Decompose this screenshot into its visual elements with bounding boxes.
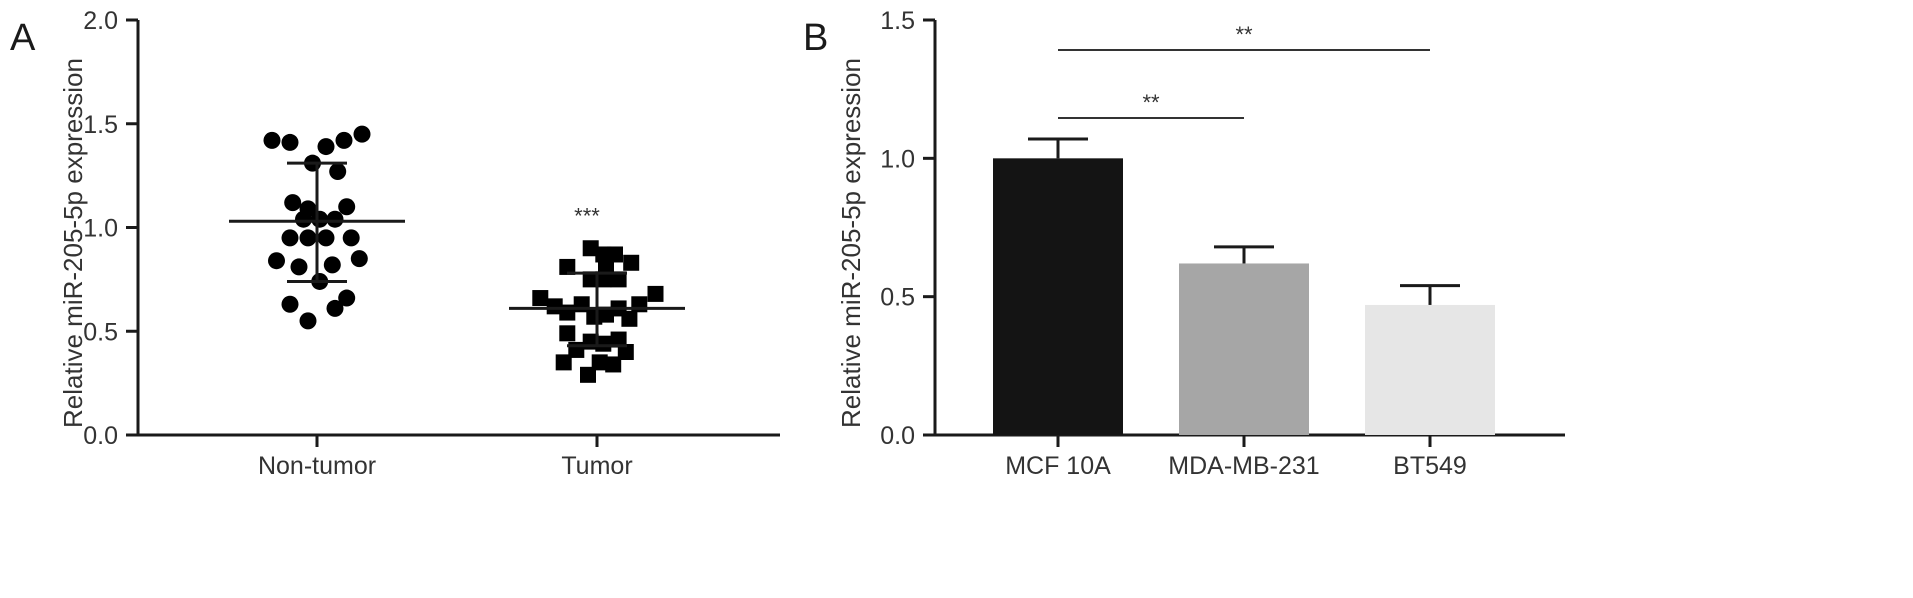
panel-a-significance-label: *** [574, 204, 600, 229]
panel-a-y-ticks: 0.0 0.5 1.0 1.5 2.0 [83, 7, 138, 450]
panel-b-bar-2 [1365, 304, 1495, 435]
panel-a-point-tumor [598, 306, 614, 323]
panel-b-bars [993, 137, 1495, 436]
panel-a-point-tumor [582, 240, 599, 257]
panel-a-x-tick-label: Tumor [561, 452, 632, 480]
panel-a-stats: *** [229, 161, 685, 348]
panel-a-point-tumor [591, 354, 608, 371]
panel-b-x-tick-label: MCF 10A [1005, 452, 1111, 480]
panel-b-significance: ** ** [1058, 22, 1430, 119]
panel-a-point-tumor [582, 271, 599, 288]
panel-a-point-tumor [580, 366, 596, 383]
panel-a-point-tumor [595, 271, 612, 288]
panel-b: B Relative miR-205-5p expression 0.0 0.5 1… [803, 7, 1565, 480]
panel-a-point-non-tumor [290, 258, 308, 276]
panel-b-y-tick-label: 1.0 [880, 145, 915, 173]
panel-a-point-non-tumor [350, 250, 368, 268]
panel-b-significance-label: ** [1142, 90, 1160, 115]
panel-b-bar-0 [993, 158, 1123, 436]
panel-a-y-tick-label: 2.0 [83, 7, 118, 35]
panel-a-point-non-tumor [281, 133, 299, 151]
panel-a-point-non-tumor [317, 229, 335, 247]
panel-a-point-non-tumor [335, 131, 353, 149]
panel-a-point-tumor [647, 285, 664, 302]
panel-a-point-tumor [559, 258, 576, 275]
panel-a-point-tumor [623, 254, 640, 271]
panel-a-point-tumor [617, 344, 634, 360]
panel-b-x-tick-label: BT549 [1393, 452, 1467, 480]
panel-a-point-non-tumor [326, 210, 344, 228]
panel-a-point-non-tumor [295, 210, 312, 228]
panel-b-bar-1 [1179, 263, 1309, 435]
panel-a-point-tumor [610, 331, 627, 348]
panel-a-x-tick-label: Non-tumor [258, 452, 376, 480]
panel-a-point-tumor [595, 335, 612, 352]
panel-a-point-non-tumor [342, 229, 360, 247]
panel-a-point-non-tumor [284, 194, 302, 212]
panel-a-point-tumor [621, 310, 638, 327]
panel-b-y-ticks: 0.0 0.5 1.0 1.5 [880, 7, 935, 450]
panel-a-point-tumor [610, 271, 627, 288]
panel-b-y-tick-label: 1.5 [880, 7, 915, 35]
panel-a-point-non-tumor [281, 229, 299, 247]
panel-a-label: A [10, 17, 36, 59]
panel-b-x-tick-label: MDA-MB-231 [1168, 452, 1319, 480]
panel-a-point-non-tumor [299, 312, 317, 330]
panel-b-y-axis-title: Relative miR-205-5p expression [836, 58, 866, 428]
panel-a: A Relative miR-205-5p expression 0.0 0.5 1… [10, 7, 780, 480]
panel-a-point-non-tumor [338, 198, 356, 216]
panel-a-y-axis-title: Relative miR-205-5p expression [58, 58, 88, 428]
panel-b-significance-label: ** [1235, 22, 1253, 47]
panel-a-point-non-tumor [311, 210, 329, 228]
panel-b-x-ticks: MCF 10A MDA-MB-231 BT549 [1005, 435, 1467, 480]
panel-a-point-tumor [555, 354, 572, 371]
panel-a-point-non-tumor [299, 229, 317, 247]
panel-b-label: B [803, 17, 828, 59]
panel-b-y-tick-label: 0.5 [880, 284, 915, 312]
panel-a-x-ticks: Non-tumor Tumor [258, 435, 633, 480]
panel-a-y-tick-label: 0.5 [83, 318, 118, 346]
panel-a-y-tick-label: 0.0 [83, 422, 118, 450]
panel-a-point-tumor [532, 290, 549, 307]
panel-a-point-tumor [546, 298, 563, 315]
panel-a-point-non-tumor [281, 295, 299, 313]
panel-a-point-non-tumor [317, 138, 335, 156]
panel-a-point-non-tumor [326, 299, 344, 317]
panel-a-point-tumor [605, 356, 622, 373]
panel-a-point-non-tumor [323, 256, 341, 274]
panel-a-y-tick-label: 1.5 [83, 111, 118, 139]
panel-a-point-non-tumor [329, 162, 347, 180]
panel-a-point-tumor [607, 246, 623, 263]
panel-a-point-non-tumor [268, 252, 285, 270]
panel-a-point-non-tumor [338, 289, 356, 307]
panel-b-y-tick-label: 0.0 [880, 422, 915, 450]
panel-a-point-non-tumor [353, 125, 371, 143]
panel-a-point-tumor [559, 325, 576, 342]
panel-a-point-non-tumor [263, 131, 281, 149]
panel-a-y-tick-label: 1.0 [83, 215, 118, 243]
